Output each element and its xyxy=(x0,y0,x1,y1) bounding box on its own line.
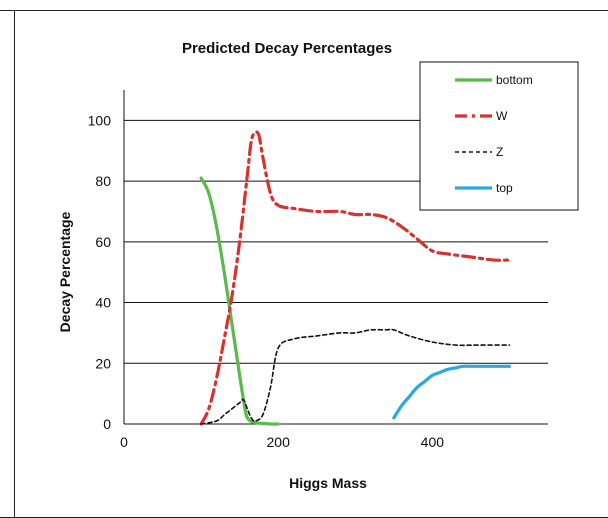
series-Z-line xyxy=(200,328,511,425)
series-bottom-line xyxy=(199,176,280,426)
frame-left-edge xyxy=(14,10,15,518)
x-axis-label: Higgs Mass xyxy=(289,475,367,491)
legend-label-Z: Z xyxy=(496,145,503,159)
y-tick-label: 20 xyxy=(95,355,111,371)
series-top-line xyxy=(392,364,512,420)
y-tick-label: 100 xyxy=(88,112,112,128)
y-tick-label: 40 xyxy=(95,295,111,311)
x-tick-label: 400 xyxy=(421,434,445,450)
legend-box xyxy=(419,61,579,211)
x-tick-label: 0 xyxy=(120,434,128,450)
y-tick-label: 60 xyxy=(95,234,111,250)
y-axis-label: Decay Percentage xyxy=(57,211,73,332)
series-W-line xyxy=(199,130,512,426)
legend-label-W: W xyxy=(496,109,508,123)
legend-label-bottom: bottom xyxy=(496,73,533,87)
axes: 0 20 40 60 80 100 0 200 400 xyxy=(88,90,548,450)
x-tick-label: 200 xyxy=(267,434,291,450)
grid-lines xyxy=(124,119,548,364)
y-tick-label: 0 xyxy=(103,416,111,432)
series-lines xyxy=(199,130,512,426)
legend-label-top: top xyxy=(496,181,513,195)
y-tick-label: 80 xyxy=(95,173,111,189)
chart-title: Predicted Decay Percentages xyxy=(182,40,392,57)
